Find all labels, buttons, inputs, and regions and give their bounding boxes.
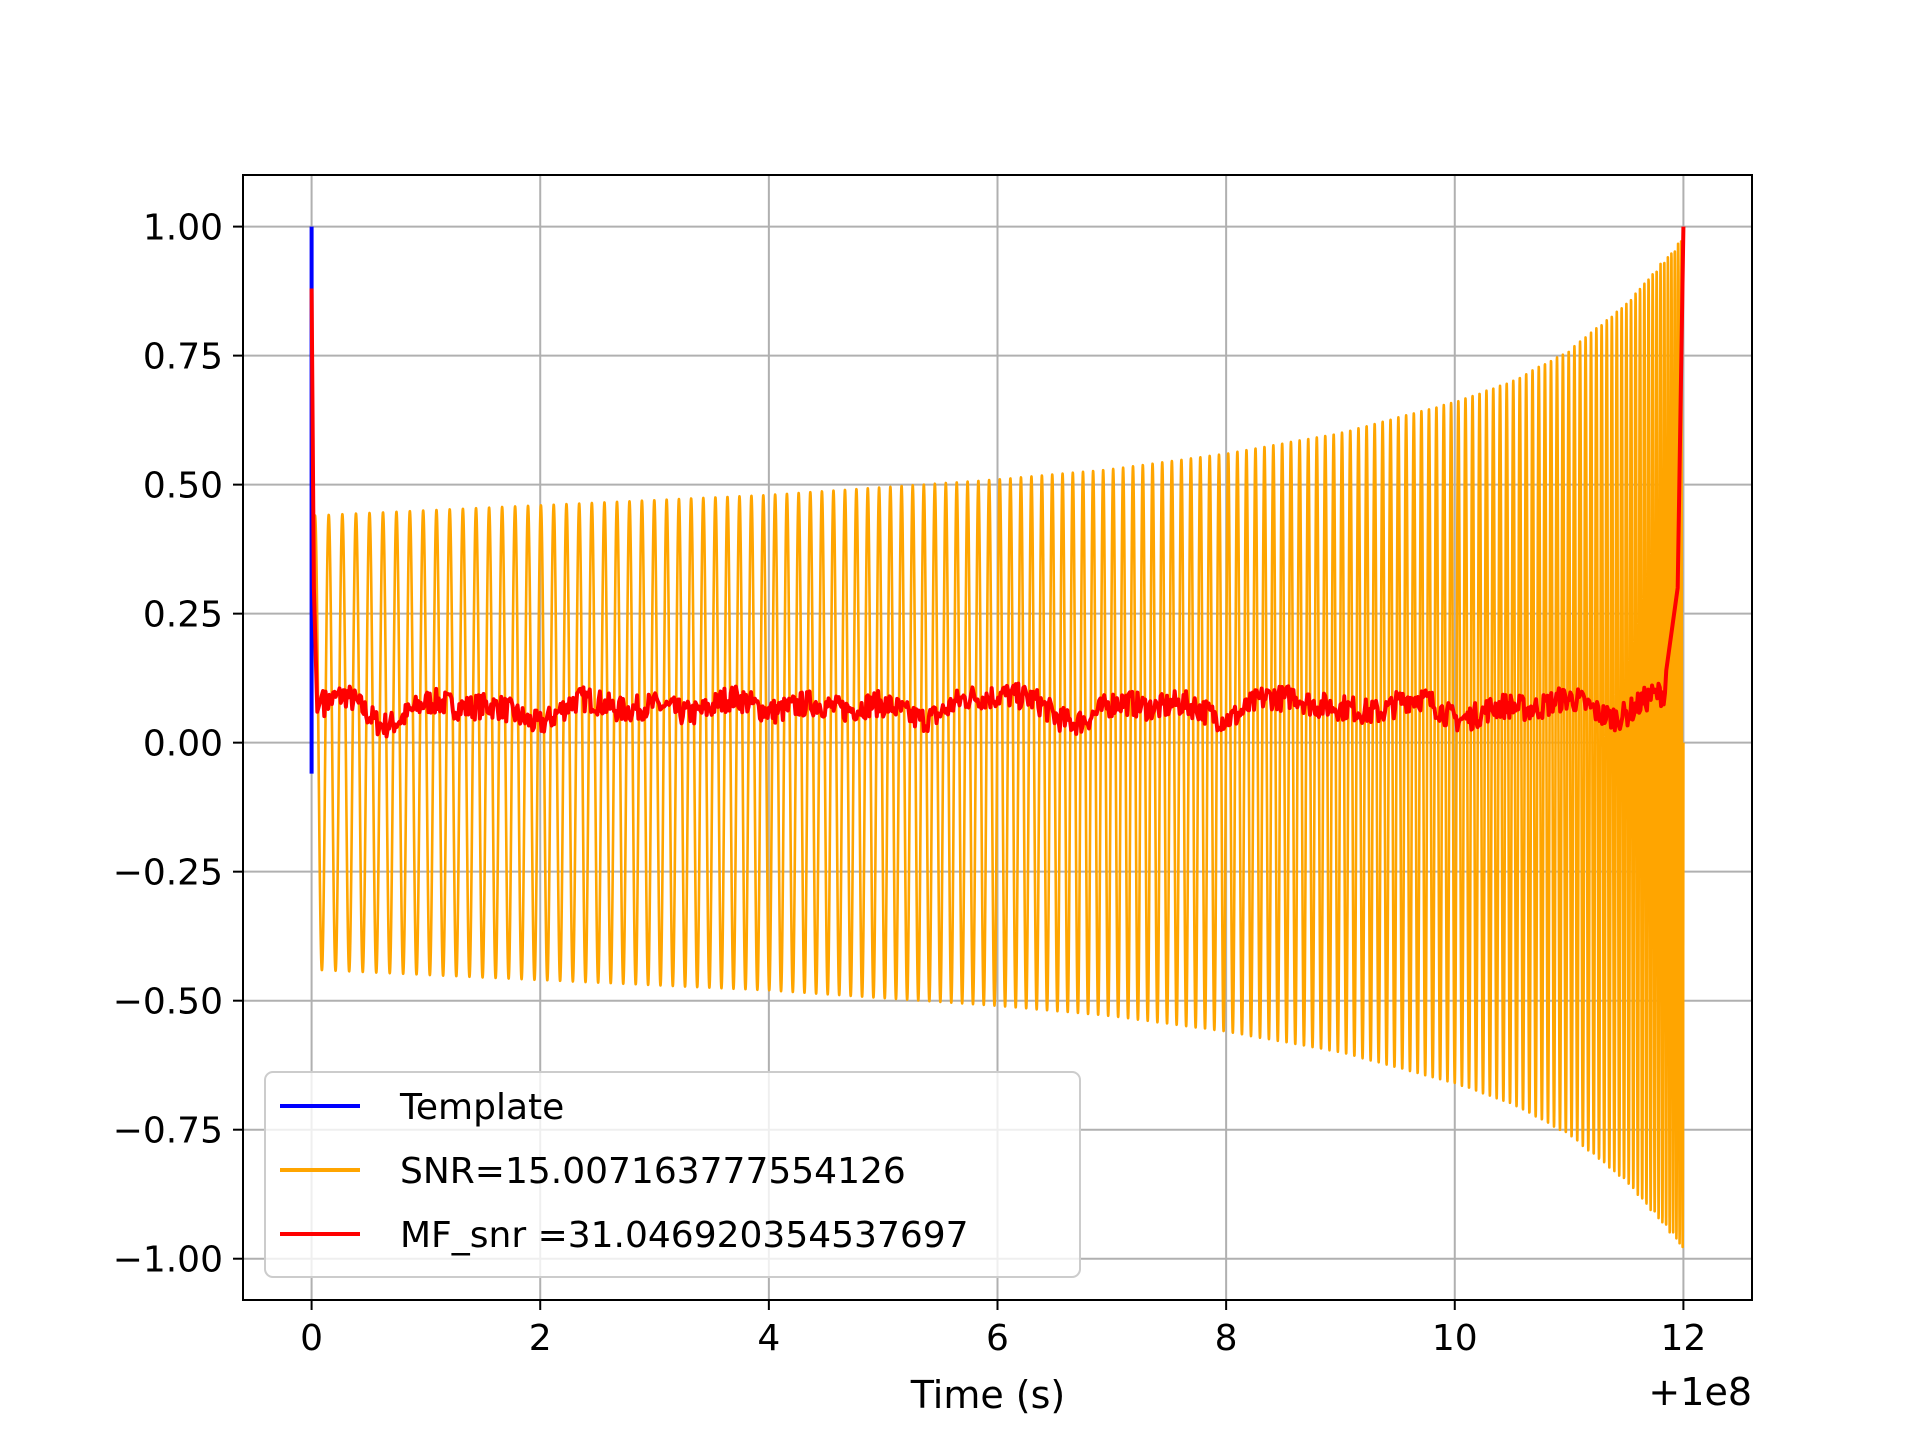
x-tick-label: 6: [986, 1318, 1009, 1359]
y-tick-label: 0.50: [143, 466, 223, 507]
y-tick-label: 0.00: [143, 724, 223, 765]
x-axis-label: Time (s): [910, 1373, 1066, 1417]
legend-box: [264, 1071, 1081, 1278]
y-tick-label: −0.25: [113, 853, 223, 894]
y-tick-label: −1.00: [113, 1240, 223, 1281]
x-axis-ticks: 0 2 4 6 8 10 12: [300, 1300, 1706, 1359]
series-line-snr: [310, 240, 1685, 1249]
y-tick-label: 0.75: [143, 337, 223, 378]
x-tick-label: 0: [300, 1318, 323, 1359]
series-line-mf-snr: [309, 226, 1686, 739]
y-tick-label: −0.50: [113, 982, 223, 1023]
x-axis-offset-label: +1e8: [1648, 1370, 1752, 1414]
legend-label: SNR=15.007163777554126: [400, 1151, 906, 1192]
y-tick-label: 1.00: [143, 208, 223, 249]
x-tick-label: 4: [757, 1318, 780, 1359]
x-tick-label: 8: [1215, 1318, 1238, 1359]
plot-area: [309, 226, 1686, 1249]
legend-label: MF_snr =31.046920354537697: [400, 1215, 969, 1256]
y-tick-label: −0.75: [113, 1111, 223, 1152]
x-tick-label: 2: [529, 1318, 552, 1359]
y-tick-label: 0.25: [143, 595, 223, 636]
x-tick-label: 10: [1432, 1318, 1478, 1359]
x-tick-label: 12: [1661, 1318, 1707, 1359]
legend: Template SNR=15.007163777554126 MF_snr =31…: [264, 1071, 1081, 1278]
y-axis-ticks: 1.00 0.75 0.50 0.25 0.00 −0.25 −0.50 −0.75 −1.00: [113, 208, 243, 1281]
legend-label: Template: [399, 1087, 564, 1128]
